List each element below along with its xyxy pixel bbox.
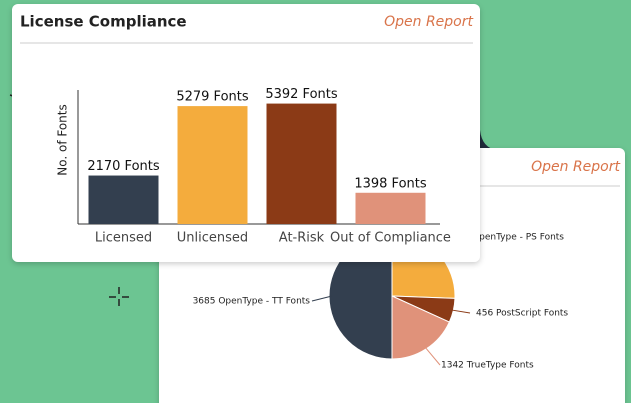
crosshair <box>109 287 129 306</box>
value-label: 2170 Fonts <box>87 159 160 174</box>
slice-label: 3685 OpenType - TT Fonts <box>193 297 311 307</box>
x-tick-label: Unlicensed <box>177 231 248 246</box>
bar <box>89 176 159 224</box>
y-axis-label: No. of Fonts <box>56 104 70 176</box>
slice-label: 456 PostScript Fonts <box>476 309 568 319</box>
open-report-link[interactable]: Open Report <box>531 159 620 175</box>
bar-card: License Compliance Open Report No. of Fo… <box>12 4 480 262</box>
value-label: 5279 Fonts <box>176 90 249 105</box>
card-title: License Compliance <box>20 13 187 31</box>
x-tick-label: At-Risk <box>279 231 325 246</box>
slice-label: 1342 TrueType Fonts <box>441 361 534 371</box>
x-tick-label: Out of Compliance <box>330 231 451 246</box>
slice-label: OpenType - PS Fonts <box>472 233 564 243</box>
value-label: 1398 Fonts <box>354 176 427 191</box>
x-tick-label: Licensed <box>95 231 152 246</box>
bar <box>267 104 337 224</box>
value-label: 5392 Fonts <box>265 87 338 102</box>
bar <box>178 106 248 224</box>
scene: Open Report OpenType - PS Fonts 456 PostS… <box>0 0 631 403</box>
bar <box>356 193 426 224</box>
open-report-link[interactable]: Open Report <box>384 14 473 30</box>
page: Open Report OpenType - PS Fonts 456 PostS… <box>0 0 631 403</box>
